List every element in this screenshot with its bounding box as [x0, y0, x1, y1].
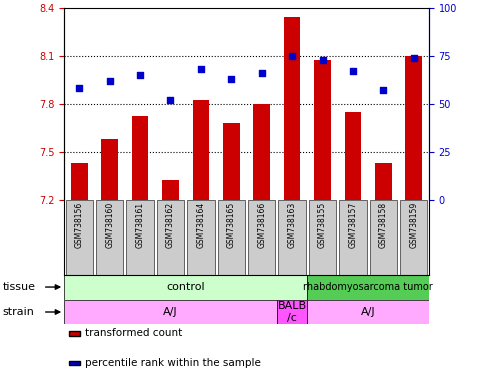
Bar [307, 275, 429, 300]
Text: rhabdomyosarcoma tumor: rhabdomyosarcoma tumor [303, 282, 433, 292]
Text: GSM738159: GSM738159 [409, 202, 418, 248]
Bar [217, 200, 245, 275]
Bar [223, 123, 240, 200]
Bar [253, 104, 270, 200]
Text: GSM738166: GSM738166 [257, 202, 266, 248]
Bar [284, 17, 300, 200]
Bar [405, 56, 422, 200]
Bar [307, 300, 429, 324]
Text: tissue: tissue [2, 282, 35, 292]
Point [318, 56, 326, 63]
Bar [102, 139, 118, 200]
Bar [375, 163, 391, 200]
Text: strain: strain [2, 307, 35, 317]
Point [75, 85, 83, 91]
Bar [309, 200, 336, 275]
Point [106, 78, 113, 84]
Text: GSM738158: GSM738158 [379, 202, 388, 248]
Bar [400, 200, 427, 275]
Text: A/J: A/J [163, 307, 178, 317]
Bar [64, 275, 307, 300]
Text: GSM738156: GSM738156 [75, 202, 84, 248]
Bar [96, 200, 123, 275]
Bar [187, 200, 214, 275]
Text: GSM738165: GSM738165 [227, 202, 236, 248]
Bar [157, 200, 184, 275]
Bar [132, 116, 148, 200]
Text: GSM738163: GSM738163 [287, 202, 297, 248]
Bar [193, 101, 209, 200]
Text: GSM738155: GSM738155 [318, 202, 327, 248]
Text: GSM738157: GSM738157 [349, 202, 357, 248]
Text: BALB
/c: BALB /c [278, 301, 307, 323]
Text: GSM738164: GSM738164 [196, 202, 206, 248]
Point [349, 68, 357, 74]
Bar [277, 300, 307, 324]
Point [288, 53, 296, 59]
Text: control: control [166, 282, 205, 292]
Text: GSM738160: GSM738160 [105, 202, 114, 248]
Text: GSM738161: GSM738161 [136, 202, 144, 248]
Bar [126, 200, 154, 275]
Point [227, 76, 235, 82]
Bar [66, 200, 93, 275]
Point [410, 55, 418, 61]
Bar [248, 200, 276, 275]
Bar [314, 60, 331, 200]
Point [258, 70, 266, 76]
Text: A/J: A/J [361, 307, 375, 317]
Text: GSM738162: GSM738162 [166, 202, 175, 248]
Bar [345, 112, 361, 200]
Point [167, 97, 175, 103]
Bar [279, 200, 306, 275]
Bar [339, 200, 367, 275]
Text: transformed count: transformed count [85, 328, 182, 338]
Bar [71, 163, 88, 200]
Point [380, 87, 387, 93]
Bar [370, 200, 397, 275]
Text: percentile rank within the sample: percentile rank within the sample [85, 358, 261, 368]
Bar [64, 300, 277, 324]
Bar [162, 180, 179, 200]
Point [136, 72, 144, 78]
Point [197, 66, 205, 72]
